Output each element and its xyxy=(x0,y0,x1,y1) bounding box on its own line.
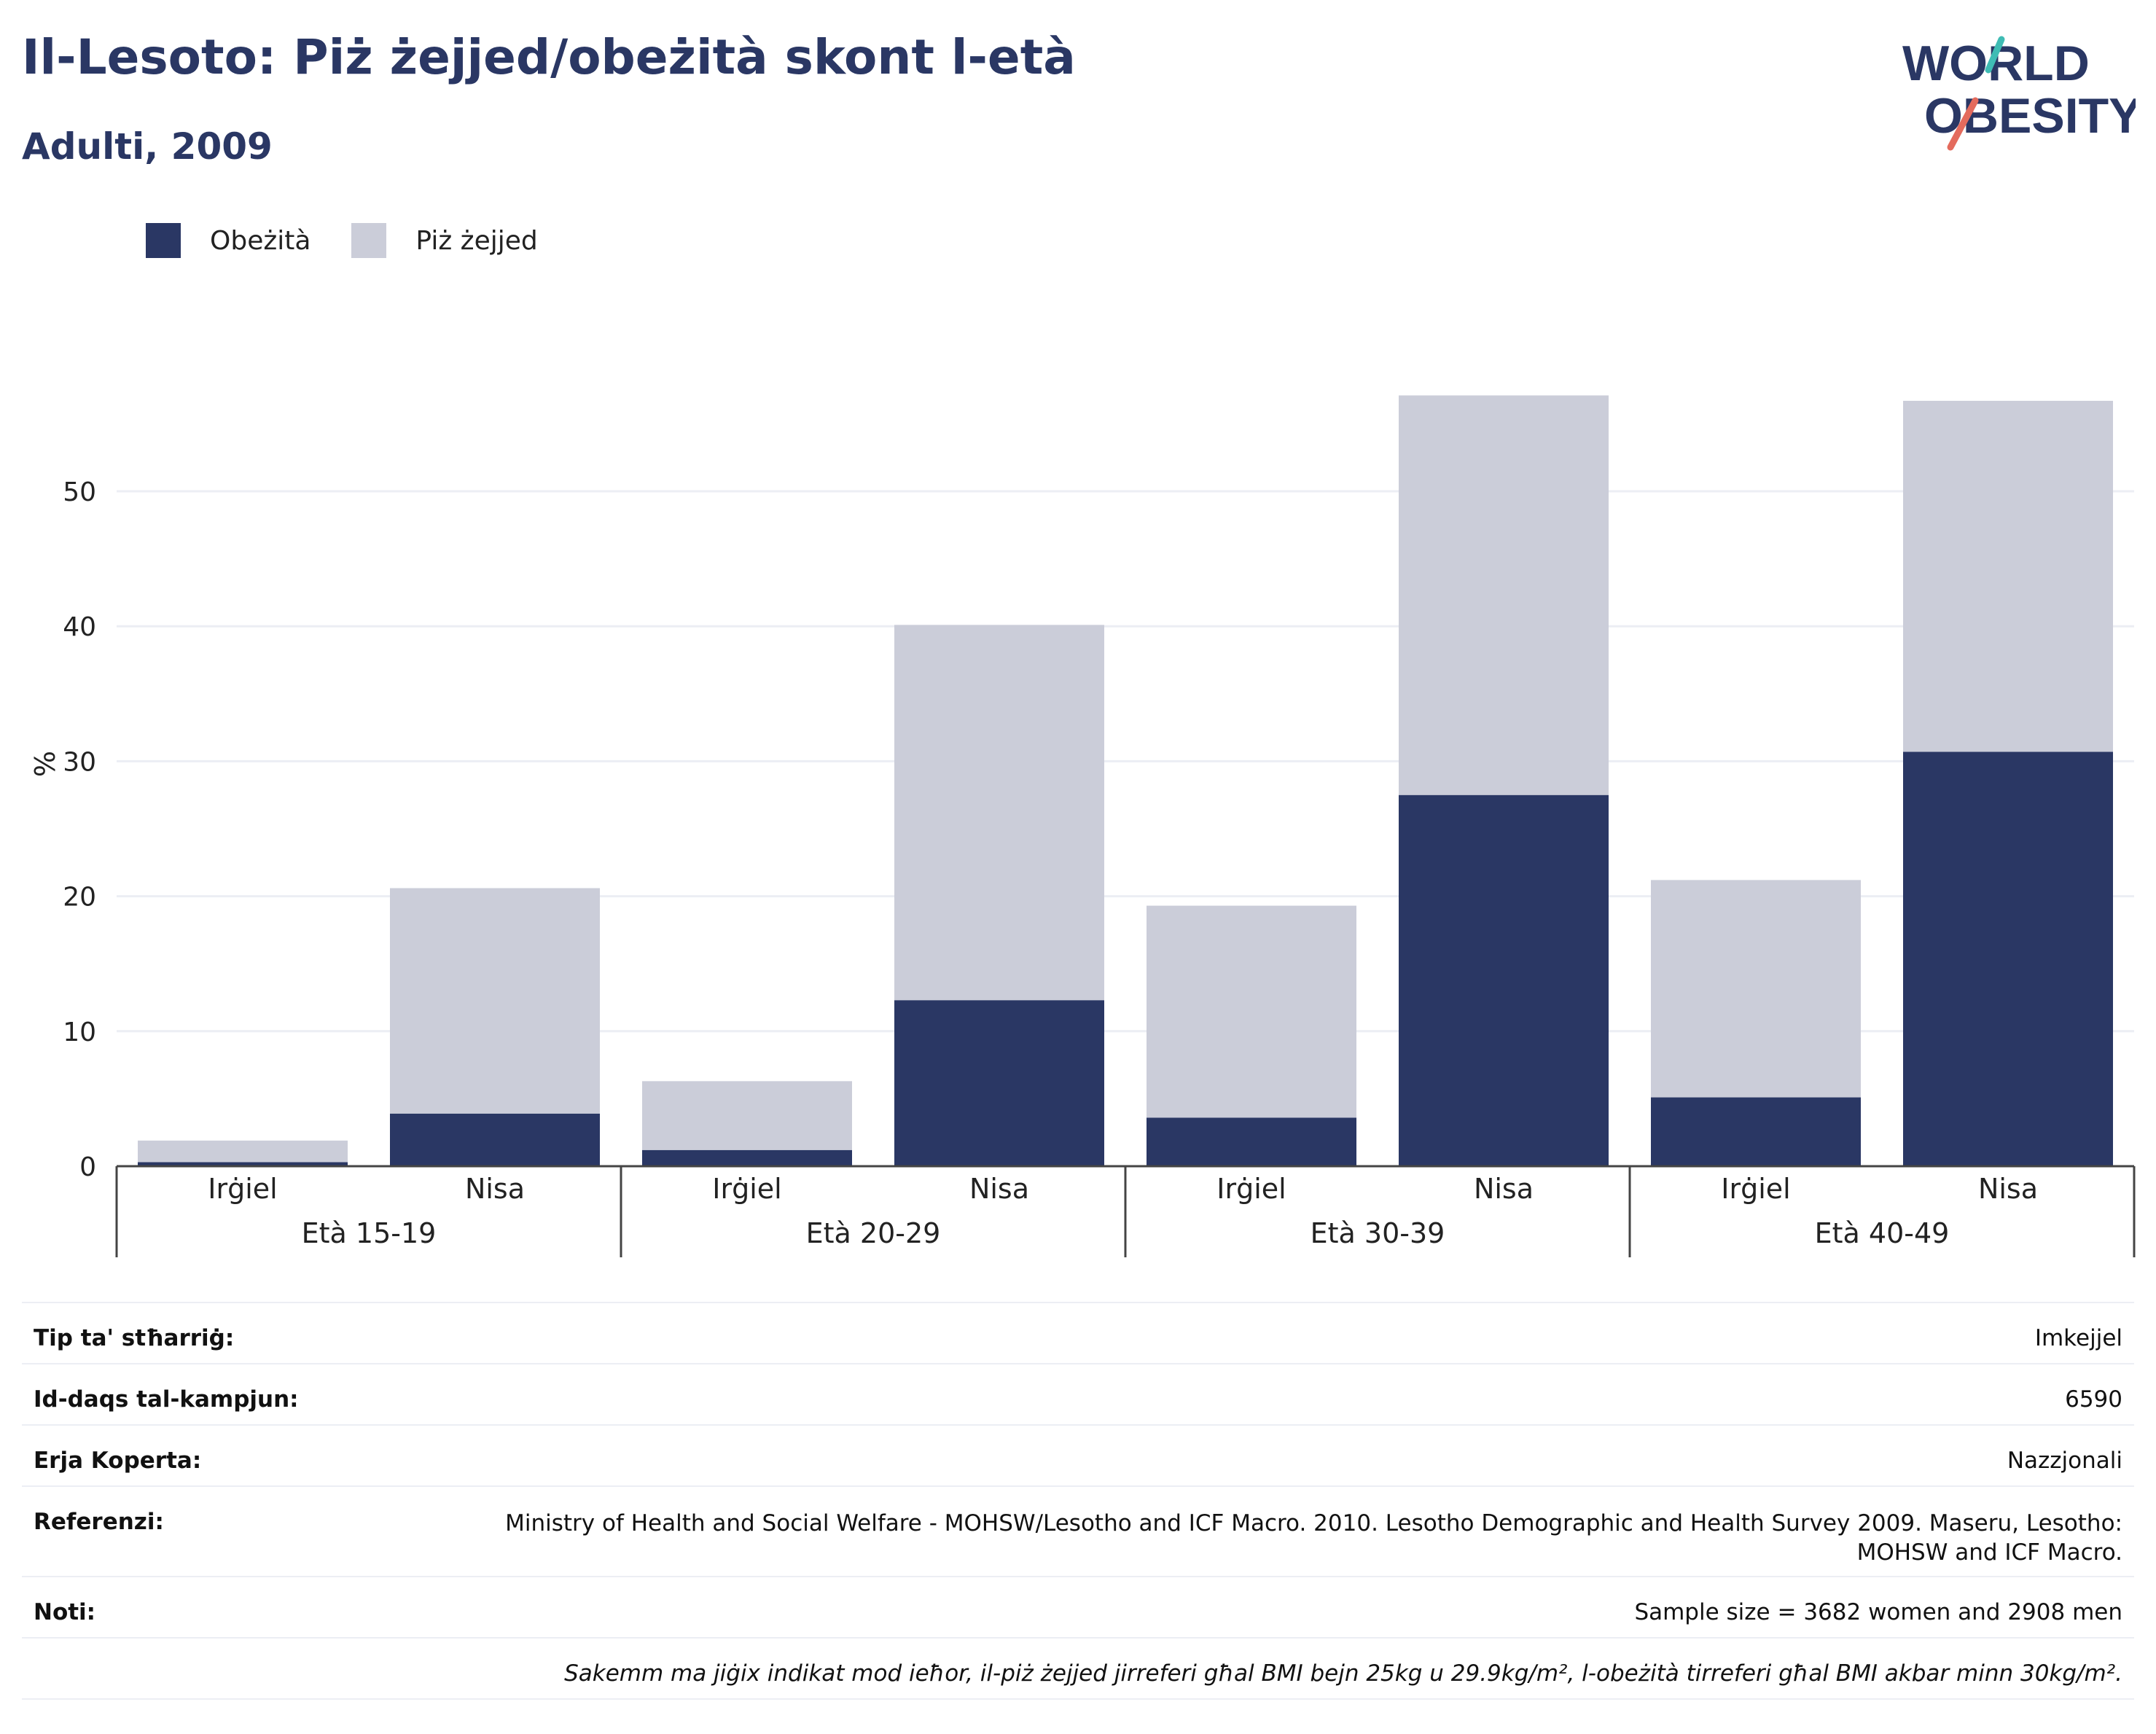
legend-item-obesity[interactable]: Obeżità xyxy=(146,223,310,258)
bar-obesity xyxy=(1147,1117,1356,1166)
bar-obesity xyxy=(894,1000,1104,1166)
bar-overweight xyxy=(642,1081,852,1150)
bar-obesity xyxy=(1651,1097,1861,1166)
bar-overweight xyxy=(1399,395,1609,795)
info-row-area: Erja Koperta: Nazzjonali xyxy=(22,1424,2134,1485)
survey-type-label: Tip ta' stħarriġ: xyxy=(34,1325,235,1351)
y-tick-label: 0 xyxy=(79,1152,96,1182)
y-tick-label: 30 xyxy=(63,747,96,777)
x-tick-label: Irġiel xyxy=(1721,1173,1790,1205)
bar-obesity xyxy=(138,1162,348,1166)
info-table: Tip ta' stħarriġ: Imkejjel Id-daqs tal-k… xyxy=(22,1302,2134,1700)
logo-slash-coral xyxy=(1947,97,1979,151)
bar-obesity xyxy=(1399,794,1609,1166)
info-row-notes: Noti: Sample size = 3682 women and 2908 … xyxy=(22,1576,2134,1637)
sample-size-label: Id-daqs tal-kampjun: xyxy=(34,1386,299,1413)
bar-overweight xyxy=(894,625,1104,1001)
page-title: Il-Lesoto: Piż żejjed/obeżità skont l-et… xyxy=(22,29,1076,85)
legend-label-overweight: Piż żejjed xyxy=(415,225,538,256)
legend-label-obesity: Obeżità xyxy=(210,225,311,256)
world-obesity-logo: WORLD OBESITY xyxy=(1902,36,2136,151)
info-row-survey-type: Tip ta' stħarriġ: Imkejjel xyxy=(22,1302,2134,1363)
bar-obesity xyxy=(1903,751,2113,1166)
bar-overweight xyxy=(1147,905,1356,1118)
legend-swatch-obesity xyxy=(146,223,181,258)
info-row-sample-size: Id-daqs tal-kampjun: 6590 xyxy=(22,1363,2134,1424)
logo-slash-teal xyxy=(1985,36,2005,74)
bar-obesity xyxy=(642,1149,852,1166)
x-tick-label: Nisa xyxy=(1978,1173,2038,1205)
info-row-footnote: Sakemm ma jiġix indikat mod ieħor, il-pi… xyxy=(22,1637,2134,1700)
x-tick-label: Irġiel xyxy=(712,1173,781,1205)
y-tick-label: 10 xyxy=(63,1018,96,1047)
bar-overweight xyxy=(1903,400,2113,752)
y-tick-label: 20 xyxy=(63,883,96,913)
notes-label: Noti: xyxy=(34,1599,96,1625)
x-tick-label: Nisa xyxy=(465,1173,525,1205)
x-group-label: Età 40-49 xyxy=(1815,1217,1950,1249)
survey-type-value: Imkejjel xyxy=(2034,1325,2122,1351)
page-subtitle: Adulti, 2009 xyxy=(22,125,273,168)
x-tick-label: Nisa xyxy=(1474,1173,1534,1205)
legend-swatch-overweight xyxy=(351,223,387,258)
y-tick-label: 50 xyxy=(63,477,96,507)
area-value: Nazzjonali xyxy=(2007,1448,2122,1474)
references-value: Ministry of Health and Social Welfare - … xyxy=(505,1510,2122,1566)
x-tick-label: Nisa xyxy=(969,1173,1029,1205)
x-group-label: Età 30-39 xyxy=(1311,1217,1445,1249)
bar-obesity xyxy=(390,1113,600,1166)
y-axis-label: % xyxy=(29,751,61,777)
area-label: Erja Koperta: xyxy=(34,1448,202,1474)
bar-overweight xyxy=(1651,880,1861,1098)
chart-legend: Obeżità Piż żejjed xyxy=(146,219,579,262)
footnote: Sakemm ma jiġix indikat mod ieħor, il-pi… xyxy=(564,1660,2122,1687)
references-label: Referenzi: xyxy=(34,1509,164,1535)
sample-size-value: 6590 xyxy=(2065,1386,2122,1413)
x-tick-label: Irġiel xyxy=(208,1173,277,1205)
stacked-bar-chart: 0 10 20 30 40 50% Irġiel Nisa Irġiel Nisa Irġiel Ni… xyxy=(29,395,2136,1257)
x-tick-label: Irġiel xyxy=(1216,1173,1286,1205)
y-tick-label: 40 xyxy=(63,612,96,642)
info-row-references: Referenzi: Ministry of Health and Social… xyxy=(22,1485,2134,1576)
legend-item-overweight[interactable]: Piż żejjed xyxy=(351,223,538,258)
bar-overweight xyxy=(390,888,600,1114)
bar-overweight xyxy=(138,1140,348,1163)
x-group-label: Età 15-19 xyxy=(302,1217,437,1249)
x-group-label: Età 20-29 xyxy=(806,1217,941,1249)
notes-value: Sample size = 3682 women and 2908 men xyxy=(1634,1599,2122,1625)
